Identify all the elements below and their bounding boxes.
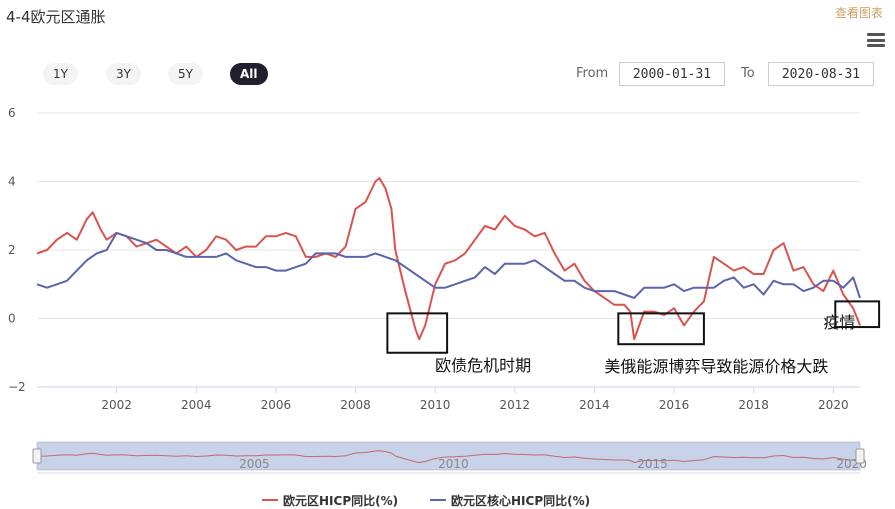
x-tick-label: 2014 — [579, 398, 610, 412]
x-tick-label: 2004 — [181, 398, 212, 412]
annotation-label: 欧债危机时期 — [435, 356, 531, 375]
x-tick-label: 2010 — [420, 398, 451, 412]
annotation-box — [617, 312, 705, 346]
series-line-core-hicp — [36, 231, 861, 299]
range-button-5y[interactable]: 5Y — [168, 63, 203, 85]
y-tick-label: 4 — [8, 175, 16, 189]
to-label: To — [741, 66, 755, 81]
annotation-label: 疫情 — [823, 313, 855, 332]
x-tick-label: 2006 — [261, 398, 292, 412]
annotation-box — [386, 312, 449, 354]
legend-label-headline: 欧元区HICP同比(%) — [283, 494, 399, 508]
x-tick-label: 2018 — [738, 398, 769, 412]
annotation-label: 美俄能源博弈导致能源价格大跌 — [604, 357, 828, 376]
navigator-label: 2005 — [239, 457, 270, 471]
y-tick-label: −2 — [8, 380, 26, 394]
series-line-headline-hicp — [36, 177, 861, 341]
annotation-box — [834, 300, 881, 329]
from-date-input[interactable]: 2000-01-31 — [619, 62, 725, 86]
chart-title: 4-4欧元区通胀 — [6, 8, 106, 26]
x-tick-label: 2002 — [101, 398, 132, 412]
y-tick-label: 6 — [8, 106, 16, 120]
chart-svg: −2 0 2 4 6 2002 2004 2006 2008 2010 2012 2014 2016 20… — [8, 106, 881, 474]
legend-swatch-core — [430, 498, 446, 501]
navigator-label: 2010 — [438, 457, 469, 471]
legend-item-headline[interactable]: 欧元区HICP同比(%) — [262, 492, 398, 509]
menu-icon[interactable] — [867, 33, 885, 47]
x-tick-label: 2008 — [340, 398, 371, 412]
y-tick-label: 2 — [8, 243, 16, 257]
legend-label-core: 欧元区核心HICP同比(%) — [451, 494, 591, 508]
to-date-input[interactable]: 2020-08-31 — [768, 62, 874, 86]
navigator-handle-right[interactable] — [855, 448, 865, 464]
x-tick-label: 2012 — [500, 398, 531, 412]
from-label: From — [576, 66, 609, 81]
x-tick-label: 2020 — [818, 398, 849, 412]
legend-item-core[interactable]: 欧元区核心HICP同比(%) — [430, 492, 590, 509]
navigator-handle-left[interactable] — [32, 448, 42, 464]
navigator-series — [36, 450, 861, 464]
range-button-all[interactable]: All — [230, 63, 268, 85]
legend-swatch-headline — [262, 498, 278, 501]
navigator-label: 2015 — [637, 457, 668, 471]
view-chart-link[interactable]: 查看图表 — [834, 6, 883, 20]
y-tick-label: 0 — [8, 312, 16, 326]
range-button-3y[interactable]: 3Y — [106, 63, 141, 85]
range-button-1y[interactable]: 1Y — [43, 63, 78, 85]
x-tick-label: 2016 — [659, 398, 690, 412]
